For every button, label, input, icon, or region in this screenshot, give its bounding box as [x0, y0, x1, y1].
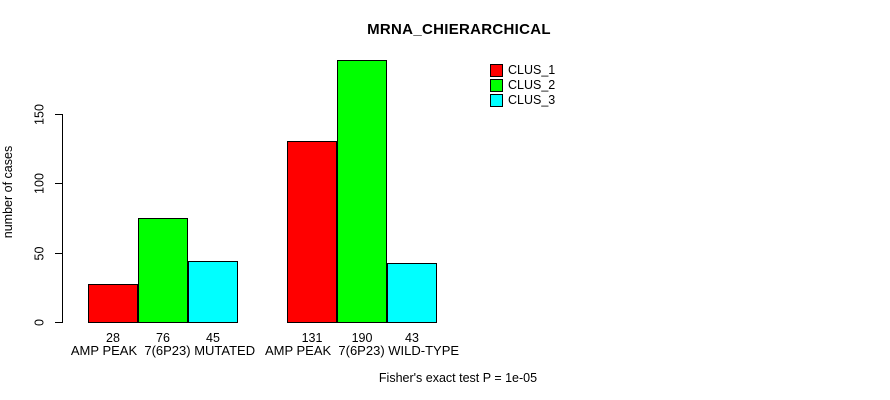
legend-label: CLUS_3 [508, 93, 556, 107]
category-label: AMP PEAK 7(6P23) WILD-TYPE [264, 343, 460, 358]
footnote: Fisher's exact test P = 1e-05 [378, 371, 538, 385]
bar-clus_1-group2 [287, 141, 337, 323]
bar-value-label: 45 [206, 331, 220, 345]
legend-item-clus_2: CLUS_2 [490, 79, 555, 92]
y-tick-label: 50 [32, 246, 47, 261]
y-tick-label: 100 [32, 173, 47, 194]
y-tick-label: 150 [32, 104, 47, 125]
bar-value-label: 76 [156, 331, 170, 345]
chart-title: MRNA_CHIERARCHICAL [367, 21, 551, 38]
y-tick-mark [55, 253, 63, 254]
legend: CLUS_1 CLUS_2 CLUS_3 [490, 64, 555, 107]
bar-clus_3-group1 [188, 261, 238, 323]
y-axis-label: number of cases [1, 145, 15, 239]
y-tick-mark [55, 183, 63, 184]
bar-value-label: 43 [405, 331, 419, 345]
legend-label: CLUS_1 [508, 63, 556, 77]
legend-item-clus_1: CLUS_1 [490, 64, 555, 77]
bar-value-label: 131 [301, 331, 323, 345]
y-tick-label: 0 [32, 319, 47, 326]
bar-clus_1-group1 [88, 284, 138, 323]
bar-value-label: 190 [351, 331, 373, 345]
y-tick-mark [55, 322, 63, 323]
category-label: AMP PEAK 7(6P23) MUTATED [70, 343, 256, 358]
y-axis-line [62, 114, 63, 323]
bar-value-label: 28 [106, 331, 120, 345]
legend-swatch [490, 94, 503, 107]
bar-clus_2-group1 [138, 218, 188, 323]
legend-swatch [490, 79, 503, 92]
bar-clus_2-group2 [337, 60, 387, 323]
legend-item-clus_3: CLUS_3 [490, 94, 555, 107]
legend-label: CLUS_2 [508, 78, 556, 92]
bar-clus_3-group2 [387, 263, 437, 323]
legend-swatch [490, 64, 503, 77]
y-tick-mark [55, 114, 63, 115]
